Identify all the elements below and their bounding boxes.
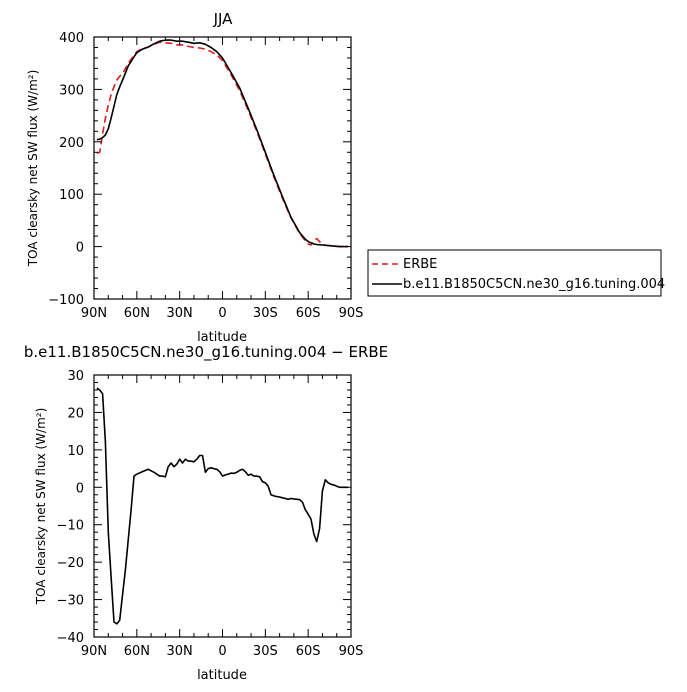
bottom-chart-title: b.e11.B1850C5CN.ne30_g16.tuning.004 − ER… [24,343,388,362]
top-plot-frame [93,36,352,300]
legend-box [367,249,662,297]
top-series-line-0 [96,41,349,248]
top-x-tick-label: 0 [218,306,226,321]
top-x-tick-label: 90S [339,306,364,321]
top-y-tick-label: 0 [76,241,84,256]
top-y-tick-label: 300 [59,83,84,98]
bottom-y-tick-label: 30 [67,369,84,384]
top-y-tick-label: 200 [59,136,84,151]
top-y-tick-label: −100 [48,293,84,308]
bottom-plot-frame [93,374,352,638]
top-y-tick-label: 400 [59,31,84,46]
bottom-y-tick-label: −20 [57,556,84,571]
top-series-line-1 [96,39,349,248]
bottom-y-tick-label: 0 [76,481,84,496]
bottom-x-tick-label: 30N [167,644,193,659]
bottom-x-tick-label: 30S [253,644,278,659]
bottom-x-tick-label: 90N [81,644,107,659]
top-x-tick-label: 90N [81,306,107,321]
top-panel: JJA latitude TOA clearsky net SW flux (W… [26,10,363,345]
bottom-panel: b.e11.B1850C5CN.ne30_g16.tuning.004 − ER… [24,343,388,683]
legend: ERBE b.e11.B1850C5CN.ne30_g16.tuning.004 [367,249,665,297]
bottom-y-tick-label: 20 [67,406,84,421]
top-x-tick-label: 30N [167,306,193,321]
legend-label-model: b.e11.B1850C5CN.ne30_g16.tuning.004 [403,277,665,292]
top-x-tick-label: 30S [253,306,278,321]
legend-label-erbe: ERBE [403,257,437,272]
bottom-y-tick-label: −10 [57,519,84,534]
top-y-tick-label: 100 [59,188,84,203]
top-x-tick-label: 60N [124,306,150,321]
bottom-x-tick-label: 60S [296,644,321,659]
bottom-series-line-0 [96,387,349,625]
bottom-x-tick-label: 0 [218,644,226,659]
bottom-y-axis-label: TOA clearsky net SW flux (W/m²) [34,408,48,606]
bottom-x-tick-label: 90S [339,644,364,659]
top-x-axis-label: latitude [197,330,247,345]
bottom-x-tick-label: 60N [124,644,150,659]
bottom-x-axis-label: latitude [197,668,247,683]
top-x-tick-label: 60S [296,306,321,321]
bottom-y-tick-label: −30 [57,594,84,609]
bottom-y-tick-label: −40 [57,631,84,646]
bottom-y-tick-label: 10 [67,444,84,459]
top-chart-title: JJA [213,10,234,28]
top-y-axis-label: TOA clearsky net SW flux (W/m²) [26,70,40,268]
